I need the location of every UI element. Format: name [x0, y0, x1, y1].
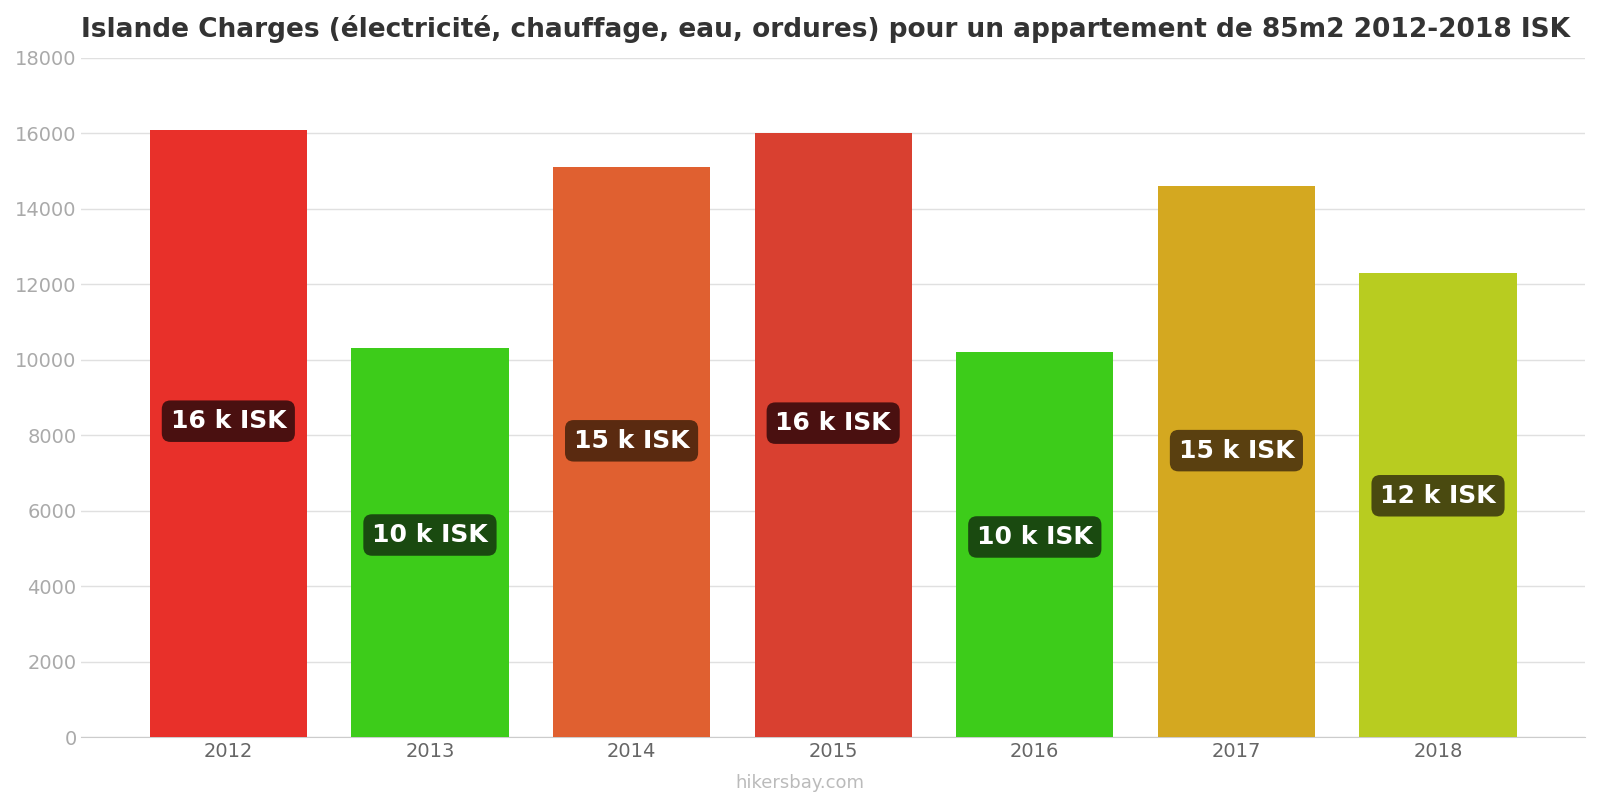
- Text: 16 k ISK: 16 k ISK: [171, 409, 286, 433]
- Bar: [352, 349, 509, 737]
- Text: hikersbay.com: hikersbay.com: [736, 774, 864, 792]
- Text: 15 k ISK: 15 k ISK: [574, 429, 690, 453]
- Text: 12 k ISK: 12 k ISK: [1381, 484, 1496, 508]
- Text: 15 k ISK: 15 k ISK: [1179, 438, 1294, 462]
- Text: 10 k ISK: 10 k ISK: [978, 525, 1093, 549]
- Text: Islande Charges (électricité, chauffage, eau, ordures) pour un appartement de 85: Islande Charges (électricité, chauffage,…: [82, 15, 1570, 43]
- Bar: [1360, 273, 1517, 737]
- Text: 10 k ISK: 10 k ISK: [373, 523, 488, 547]
- Bar: [957, 352, 1114, 737]
- Bar: [554, 167, 710, 737]
- Text: 16 k ISK: 16 k ISK: [776, 411, 891, 435]
- Bar: [755, 134, 912, 737]
- Bar: [150, 130, 307, 737]
- Bar: [1158, 186, 1315, 737]
